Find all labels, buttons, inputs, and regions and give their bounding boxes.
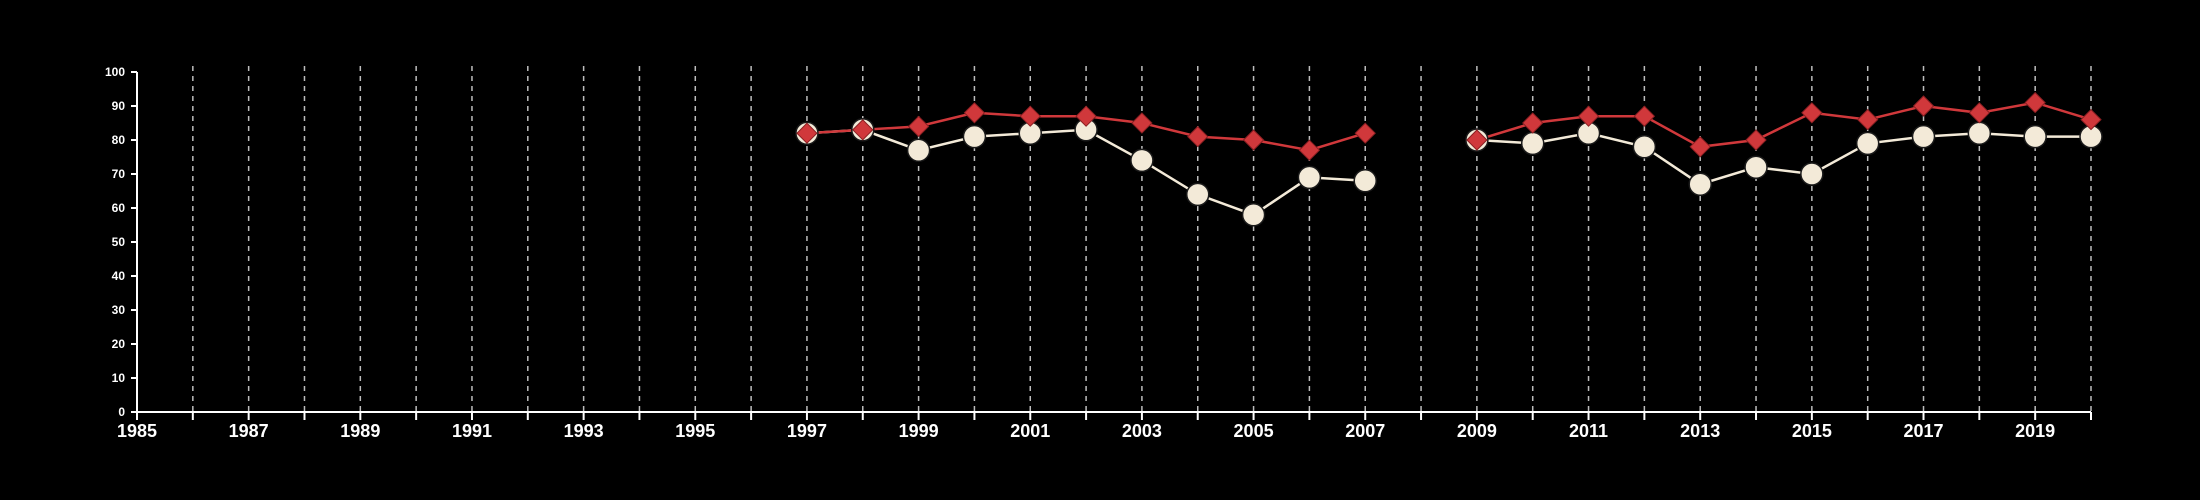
x-tick-label-2015: 2015 (1792, 421, 1832, 441)
y-tick-label-50: 50 (112, 235, 126, 249)
x-tick-label-2017: 2017 (1903, 421, 1943, 441)
diamond-point-1997 (796, 122, 818, 144)
diamond-point-2018 (1968, 102, 1991, 124)
diamond-point-2005 (1242, 129, 1265, 151)
x-tick-label-2005: 2005 (1234, 421, 1274, 441)
circle-point-1999 (906, 138, 931, 162)
diamond-point-2013 (1689, 136, 1711, 158)
diamond-point-2014 (1745, 129, 1767, 151)
x-tick-label-1999: 1999 (899, 421, 939, 441)
y-tick-label-100: 100 (105, 65, 125, 79)
diamond-point-2012 (1633, 105, 1656, 127)
y-tick-label-70: 70 (112, 167, 126, 181)
diamond-point-2001 (1019, 105, 1041, 127)
x-tick-label-1989: 1989 (340, 421, 380, 441)
circle-point-2015 (1800, 162, 1824, 186)
circle-point-2000 (962, 124, 987, 149)
circle-point-2017 (1911, 124, 1936, 149)
circle-point-2004 (1185, 182, 1210, 207)
series-circle-line-1 (1476, 131, 2091, 186)
circle-point-2005 (1241, 203, 1266, 227)
circle-point-2018 (1967, 121, 1992, 145)
series-layer (795, 91, 2103, 227)
circle-point-2010 (1520, 131, 1545, 156)
circle-point-2003 (1130, 148, 1154, 173)
diamond-point-2003 (1131, 112, 1153, 134)
diamond-point-2009 (1466, 129, 1488, 151)
circle-point-2006 (1297, 165, 1322, 190)
x-tick-label-2013: 2013 (1680, 421, 1720, 441)
diamond-point-2002 (1075, 105, 1097, 127)
diamond-point-2019 (2024, 91, 2046, 114)
grid-lines (192, 66, 2092, 412)
circle-point-2007 (1353, 169, 1377, 193)
y-tick-label-90: 90 (112, 99, 126, 113)
diamond-point-1999 (907, 115, 930, 138)
y-tick-label-30: 30 (112, 303, 126, 317)
diamond-point-2011 (1577, 105, 1600, 127)
y-tick-label-60: 60 (112, 201, 126, 215)
diamond-point-2004 (1187, 125, 1209, 148)
diamond-point-2010 (1522, 112, 1544, 134)
diamond-point-2016 (1856, 108, 1879, 131)
diamond-point-2015 (1801, 102, 1823, 124)
x-tick-label-2001: 2001 (1010, 421, 1050, 441)
diamond-point-2017 (1912, 95, 1935, 117)
x-tick-label-2011: 2011 (1569, 421, 1608, 441)
x-tick-label-2003: 2003 (1122, 421, 1162, 441)
y-tick-label-20: 20 (112, 337, 126, 351)
circle-point-2016 (1855, 131, 1880, 156)
series-diamond-line-1 (1476, 101, 2092, 149)
diamond-point-2007 (1354, 122, 1376, 144)
x-tick-label-2019: 2019 (2015, 421, 2055, 441)
x-tick-label-1993: 1993 (564, 421, 604, 441)
x-tick-label-2009: 2009 (1457, 421, 1497, 441)
diamond-point-2020 (2080, 108, 2102, 131)
x-tick-label-1985: 1985 (117, 421, 157, 441)
diamond-point-1998 (852, 119, 874, 141)
circle-point-2013 (1688, 172, 1712, 196)
circle-point-2014 (1744, 155, 1768, 179)
series-circle-line-0 (806, 128, 1366, 217)
y-tick-label-40: 40 (112, 269, 126, 283)
diamond-point-2000 (963, 102, 986, 124)
x-tick-label-1991: 1991 (452, 421, 492, 441)
circle-point-2012 (1632, 135, 1657, 159)
x-tick-label-2007: 2007 (1345, 421, 1385, 441)
y-tick-label-10: 10 (112, 371, 126, 385)
diamond-point-2006 (1298, 139, 1321, 161)
y-tick-label-80: 80 (112, 133, 126, 147)
circle-point-2019 (2023, 124, 2047, 149)
y-tick-label-0: 0 (118, 405, 125, 419)
x-tick-label-1987: 1987 (229, 421, 269, 441)
x-tick-label-1997: 1997 (787, 421, 827, 441)
x-tick-label-1995: 1995 (675, 421, 715, 441)
axes: 0 10 20 30 40 50 60 70 80 90 100 1985 1987 1989 1991 19… (105, 65, 2092, 441)
